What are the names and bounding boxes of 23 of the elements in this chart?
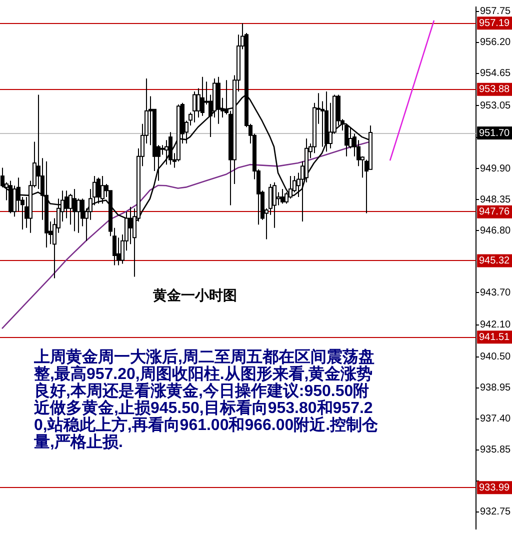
y-tick-label: 946.80	[480, 225, 512, 236]
y-tick-label: 935.85	[480, 444, 512, 456]
ref-line-label: 947.76	[479, 206, 510, 218]
y-tick-label: 956.20	[480, 37, 512, 48]
y-tick-label: 949.90	[480, 163, 512, 174]
y-tick-label: 957.75	[480, 6, 512, 18]
ref-line-label: 933.99	[479, 482, 510, 494]
y-tick-label: 953.05	[480, 100, 512, 112]
y-tick-label: 938.95	[480, 382, 512, 394]
y-tick-label: 937.40	[480, 414, 512, 425]
ref-line-label: 945.32	[479, 256, 510, 267]
ref-line-label: 941.51	[479, 332, 510, 343]
text: 黄金一小时图	[152, 287, 238, 305]
ref-line-label: 957.19	[479, 18, 510, 29]
ref-line-label: 953.88	[479, 84, 510, 96]
y-tick-label: 948.35	[480, 194, 512, 206]
y-tick-label: 942.10	[480, 320, 512, 331]
y-tick-label: 954.65	[480, 68, 512, 80]
y-tick-label: 940.50	[480, 352, 512, 363]
annotation: 上周黄金周一大涨后,周二至周五都在区间震荡盘整,最高957.20,周图收阳柱.从图形来看,黄金涨势良好,本周还是看涨黄金,今日操作建议:950.50附近做多黄金,止损945.50,目标看向953.80和957.20,站稳此上方,再看向961.00和966.00附近.控制仓量,严格止损.	[34, 349, 380, 451]
ref-line-label: 951.70	[479, 128, 510, 139]
y-tick-label: 932.75	[480, 506, 512, 518]
y-tick-label: 943.70	[480, 287, 512, 298]
